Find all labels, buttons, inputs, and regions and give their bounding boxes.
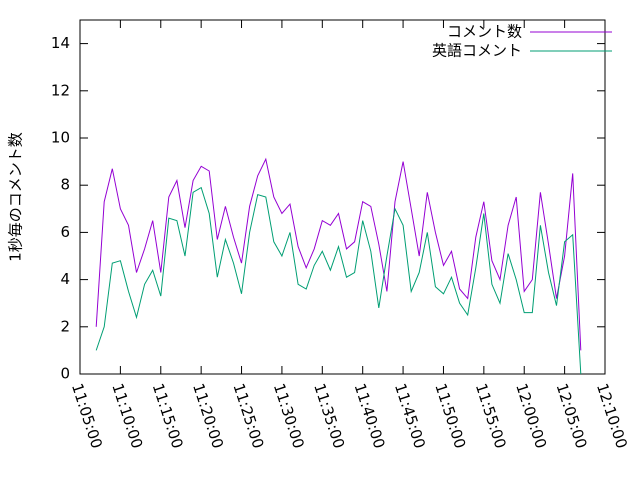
y-tick-label: 2 xyxy=(60,317,70,335)
y-tick-label: 10 xyxy=(51,129,70,147)
x-tick-label: 11:20:00 xyxy=(189,381,227,451)
y-tick-label: 12 xyxy=(51,81,70,99)
x-tick-label: 11:40:00 xyxy=(351,381,389,451)
x-tick-label: 11:05:00 xyxy=(68,381,106,451)
x-tick-label: 11:10:00 xyxy=(108,381,146,451)
y-tick-label: 14 xyxy=(51,34,70,52)
x-tick-label: 11:55:00 xyxy=(472,381,510,451)
y-axis-label: 1秒毎のコメント数 xyxy=(7,132,25,262)
y-tick-label: 4 xyxy=(60,270,70,288)
x-tick-label: 11:30:00 xyxy=(270,381,308,451)
y-tick-label: 0 xyxy=(60,365,70,383)
y-tick-label: 6 xyxy=(60,223,70,241)
legend-label: コメント数 xyxy=(447,23,522,41)
y-tick-label: 8 xyxy=(60,176,70,194)
legend-label: 英語コメント xyxy=(432,42,522,60)
x-tick-label: 11:45:00 xyxy=(391,381,429,451)
x-tick-label: 11:35:00 xyxy=(310,381,348,451)
x-tick-label: 11:25:00 xyxy=(229,381,267,451)
x-tick-label: 12:05:00 xyxy=(553,381,591,451)
plot-frame xyxy=(79,19,606,375)
series-line xyxy=(95,186,582,375)
x-tick-label: 12:10:00 xyxy=(593,381,631,451)
series-line xyxy=(95,157,582,351)
x-tick-label: 11:50:00 xyxy=(431,381,469,451)
x-tick-label: 11:15:00 xyxy=(149,381,187,451)
x-tick-label: 12:00:00 xyxy=(512,381,550,451)
